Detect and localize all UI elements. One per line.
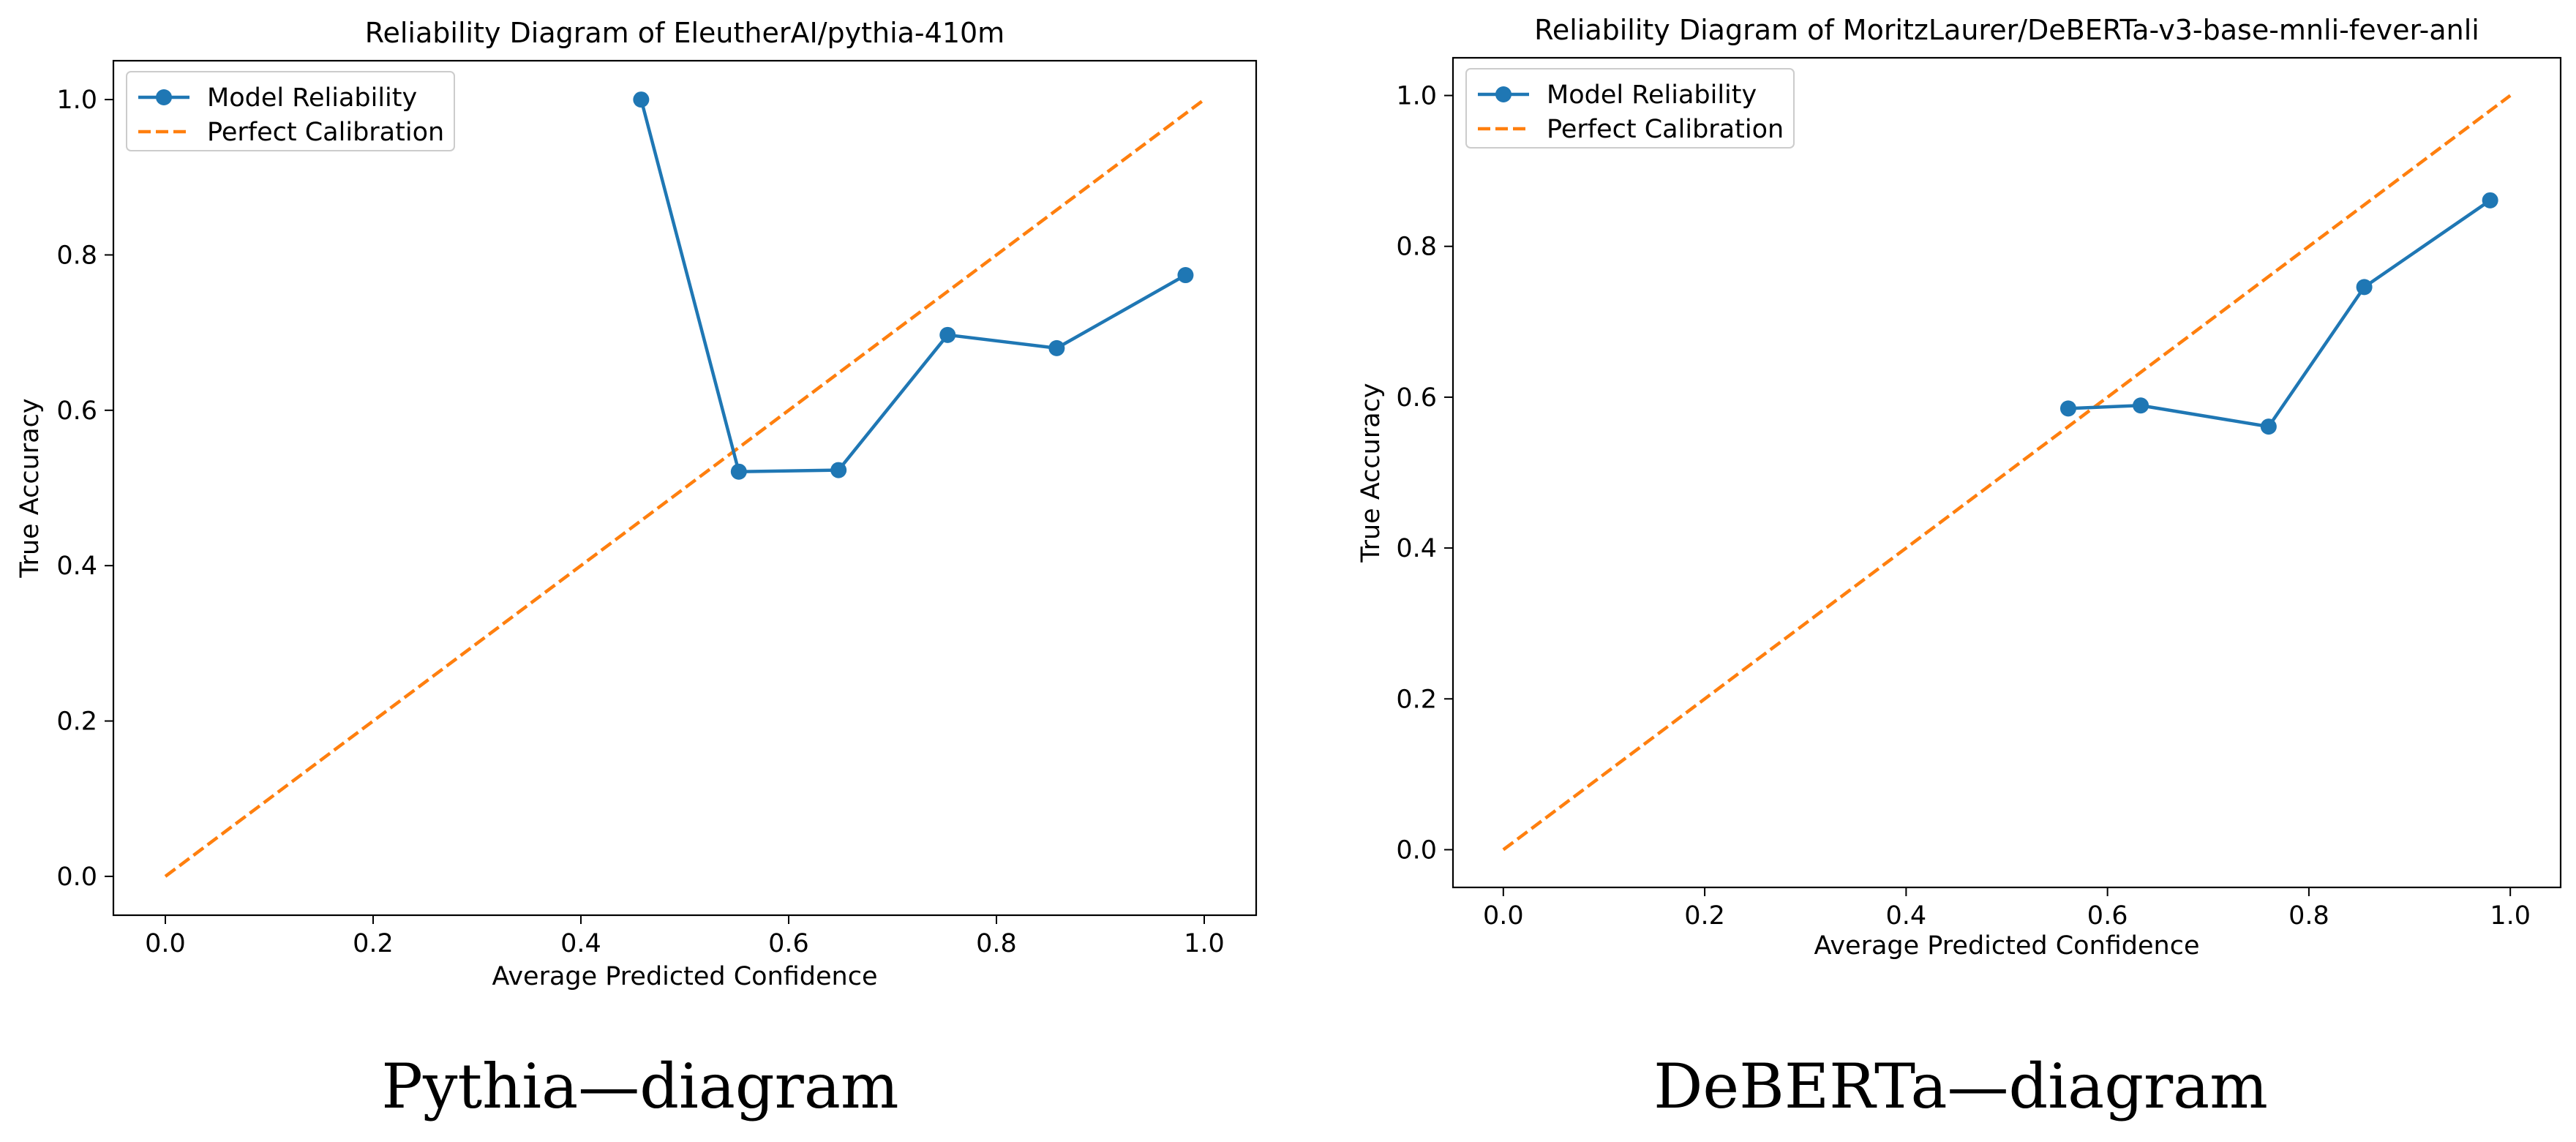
- legend-label-perfect-calibration: Perfect Calibration: [207, 118, 444, 147]
- perfect-calibration-line: [1502, 94, 2512, 852]
- x-axis-label: Average Predicted Confidence: [1814, 931, 2199, 961]
- x-tick-label: 0.4: [560, 929, 601, 958]
- x-tick-label: 0.2: [1684, 901, 1725, 931]
- model-reliability-line: [639, 99, 1187, 473]
- model-reliability-point: [2482, 192, 2498, 209]
- plot-frame: [112, 59, 1258, 917]
- y-tick-label: 0.4: [1396, 534, 1437, 563]
- x-tick-label: 0.8: [2288, 901, 2329, 931]
- y-tick-label: 1.0: [1396, 82, 1437, 111]
- deberta-reliability-chart: Reliability Diagram of MoritzLaurer/DeBE…: [1356, 14, 2562, 961]
- y-tick-label: 0.6: [56, 397, 97, 426]
- model-reliability-point: [1177, 267, 1194, 284]
- chart-title: Reliability Diagram of EleutherAI/pythia…: [365, 17, 1005, 49]
- model-reliability-point: [830, 462, 847, 478]
- chart-title: Reliability Diagram of MoritzLaurer/DeBE…: [1534, 14, 2479, 46]
- x-tick-label: 0.0: [1483, 901, 1524, 931]
- legend: Model Reliability Perfect Calibration: [126, 71, 455, 151]
- legend-box: [1465, 68, 1795, 149]
- pythia-reliability-chart: Reliability Diagram of EleutherAI/pythia…: [15, 17, 1258, 991]
- x-tick-label: 0.4: [1886, 901, 1927, 931]
- x-tick-label: 0.8: [976, 929, 1017, 958]
- legend-box: [126, 71, 455, 151]
- model-reliability-point: [1048, 339, 1065, 356]
- legend-label-model-reliability: Model Reliability: [1547, 80, 1757, 110]
- model-reliability-point: [2059, 400, 2076, 417]
- x-tick-label: 1.0: [1184, 929, 1225, 958]
- x-tick-label: 0.2: [353, 929, 394, 958]
- model-reliability-point: [633, 91, 650, 108]
- y-tick-label: 0.2: [1396, 685, 1437, 714]
- model-reliability-point: [939, 326, 956, 343]
- x-tick-label: 0.6: [768, 929, 809, 958]
- x-tick-label: 0.0: [145, 929, 186, 958]
- y-axis-label: True Accuracy: [15, 398, 45, 578]
- legend-model-marker-swatch: [1495, 86, 1512, 102]
- model-reliability-point: [2260, 418, 2277, 435]
- x-axis-label: Average Predicted Confidence: [492, 962, 877, 991]
- y-tick-label: 0.0: [56, 863, 97, 892]
- plot-frame: [1452, 56, 2562, 889]
- perfect-calibration-line: [164, 98, 1206, 878]
- y-tick-label: 0.0: [1396, 835, 1437, 865]
- legend: Model Reliability Perfect Calibration: [1465, 68, 1795, 149]
- x-tick-label: 0.6: [2087, 901, 2128, 931]
- model-reliability-point: [2356, 279, 2373, 296]
- y-axis-label: True Accuracy: [1356, 383, 1386, 563]
- x-tick-label: 1.0: [2490, 901, 2531, 931]
- model-reliability-point: [2133, 397, 2149, 414]
- y-tick-label: 1.0: [56, 86, 97, 115]
- model-reliability-point: [730, 463, 747, 480]
- y-tick-label: 0.8: [1396, 233, 1437, 262]
- legend-model-marker-swatch: [156, 89, 172, 105]
- legend-label-perfect-calibration: Perfect Calibration: [1547, 115, 1784, 144]
- legend-label-model-reliability: Model Reliability: [207, 83, 417, 113]
- y-tick-label: 0.4: [56, 552, 97, 581]
- caption-deberta: DeBERTa—diagram: [1653, 1051, 2268, 1122]
- y-tick-label: 0.6: [1396, 383, 1437, 413]
- y-tick-label: 0.8: [56, 241, 97, 270]
- caption-pythia: Pythia—diagram: [381, 1051, 898, 1122]
- model-reliability-line: [2068, 198, 2491, 429]
- y-tick-label: 0.2: [56, 707, 97, 737]
